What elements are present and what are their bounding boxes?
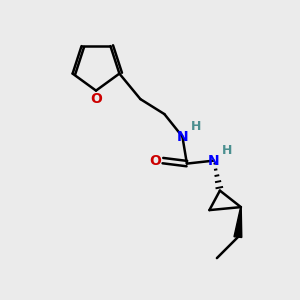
Text: H: H [222, 144, 233, 157]
Polygon shape [234, 207, 242, 238]
Text: H: H [191, 120, 201, 133]
Text: O: O [90, 92, 102, 106]
Text: N: N [177, 130, 188, 144]
Text: O: O [149, 154, 161, 168]
Text: N: N [208, 154, 220, 168]
